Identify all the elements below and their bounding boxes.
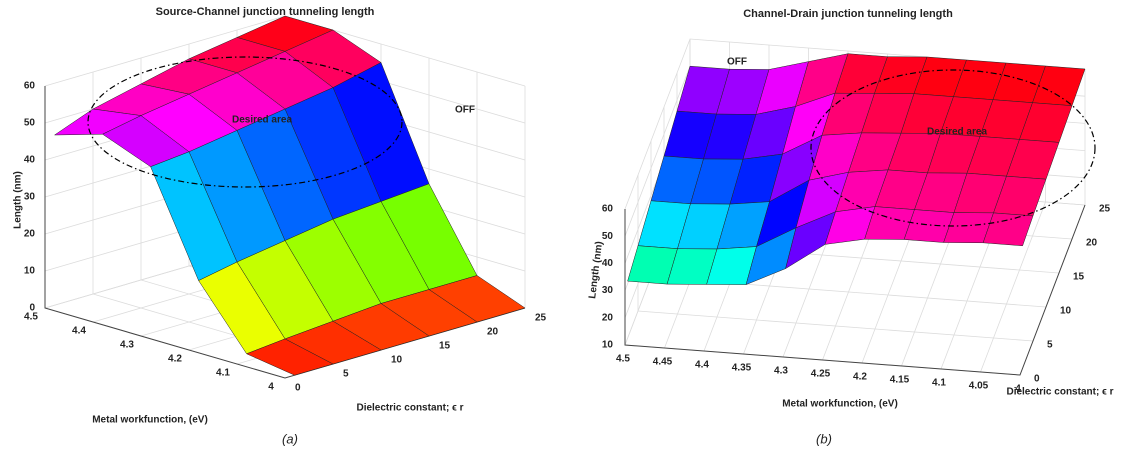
- x-axis-label: Metal workfunction, (eV): [782, 399, 898, 410]
- y-tick-label: 20: [1086, 238, 1098, 249]
- x-tick-label: 4.2: [168, 354, 182, 365]
- annotation: Desired area: [232, 115, 292, 126]
- y-axis-label: Dielectric constant; ϵ r: [356, 403, 463, 414]
- x-tick-label: 4.25: [811, 369, 831, 380]
- x-tick-label: 4.5: [616, 354, 630, 365]
- z-tick-label: 20: [24, 229, 36, 240]
- z-tick-label: 50: [602, 231, 614, 242]
- annotation: OFF: [727, 57, 747, 68]
- x-tick-label: 4.4: [72, 326, 86, 337]
- chart-title: Source-Channel junction tunneling length: [156, 6, 375, 18]
- y-tick-label: 25: [535, 313, 547, 324]
- x-axis-label: Metal workfunction, (eV): [92, 415, 208, 426]
- z-tick-label: 60: [602, 204, 614, 215]
- x-tick-label: 4.45: [653, 357, 673, 368]
- x-tick-label: 4.15: [890, 375, 910, 386]
- x-tick-label: 4.1: [216, 368, 230, 379]
- surface-patch: [246, 338, 334, 376]
- surface-patch: [982, 212, 1034, 247]
- x-tick-label: 4: [268, 382, 274, 393]
- x-tick-label: 4: [1015, 384, 1021, 395]
- chart-title: Channel-Drain junction tunneling length: [743, 8, 953, 20]
- y-tick-label: 20: [487, 327, 499, 338]
- x-tick-label: 4.05: [969, 381, 989, 392]
- z-tick-label: 40: [24, 155, 36, 166]
- x-tick-label: 4.35: [732, 363, 752, 374]
- z-tick-label: 30: [24, 192, 36, 203]
- z-tick-label: 20: [602, 312, 614, 323]
- z-tick-label: 10: [24, 266, 36, 277]
- surface-chart: 44.14.24.34.44.505101520250102030405060D…: [13, 6, 547, 447]
- y-tick-label: 10: [391, 355, 403, 366]
- y-tick-label: 5: [1047, 340, 1053, 351]
- z-tick-label: 30: [602, 285, 614, 296]
- z-tick-label: 10: [602, 340, 614, 351]
- y-tick-label: 15: [439, 341, 451, 352]
- x-tick-label: 4.5: [24, 312, 38, 323]
- y-tick-label: 0: [295, 383, 301, 394]
- y-tick-label: 25: [1099, 204, 1111, 215]
- y-tick-label: 5: [343, 369, 349, 380]
- y-tick-label: 15: [1073, 272, 1085, 283]
- highlight-ellipse: [810, 69, 1096, 227]
- y-tick-label: 10: [1060, 306, 1072, 317]
- x-tick-label: 4.2: [853, 372, 867, 383]
- annotation: Desired area: [927, 127, 987, 138]
- x-tick-label: 4.3: [774, 366, 788, 377]
- y-axis-label: Dielectric constant; ϵ r: [1006, 387, 1113, 398]
- x-tick-label: 4.3: [120, 340, 134, 351]
- y-tick-label: 0: [1034, 374, 1040, 385]
- z-tick-label: 40: [602, 258, 614, 269]
- caption: (b): [816, 431, 832, 446]
- z-tick-label: 60: [24, 81, 36, 92]
- x-tick-label: 4.4: [695, 360, 709, 371]
- annotation: OFF: [455, 105, 475, 116]
- caption: (a): [282, 431, 298, 446]
- highlight-ellipse: [87, 56, 403, 188]
- z-tick-label: 0: [29, 303, 35, 314]
- axis-line: [624, 204, 1086, 376]
- surface-chart: 4 4.05 4.1 4.15 4.2 4.25 4.3 4.35 4.4 4.45 4.5 0 5 10…: [587, 8, 1113, 447]
- z-axis-label: Length (nm): [13, 171, 24, 229]
- x-tick-label: 4.1: [932, 378, 946, 389]
- z-tick-label: 50: [24, 118, 36, 129]
